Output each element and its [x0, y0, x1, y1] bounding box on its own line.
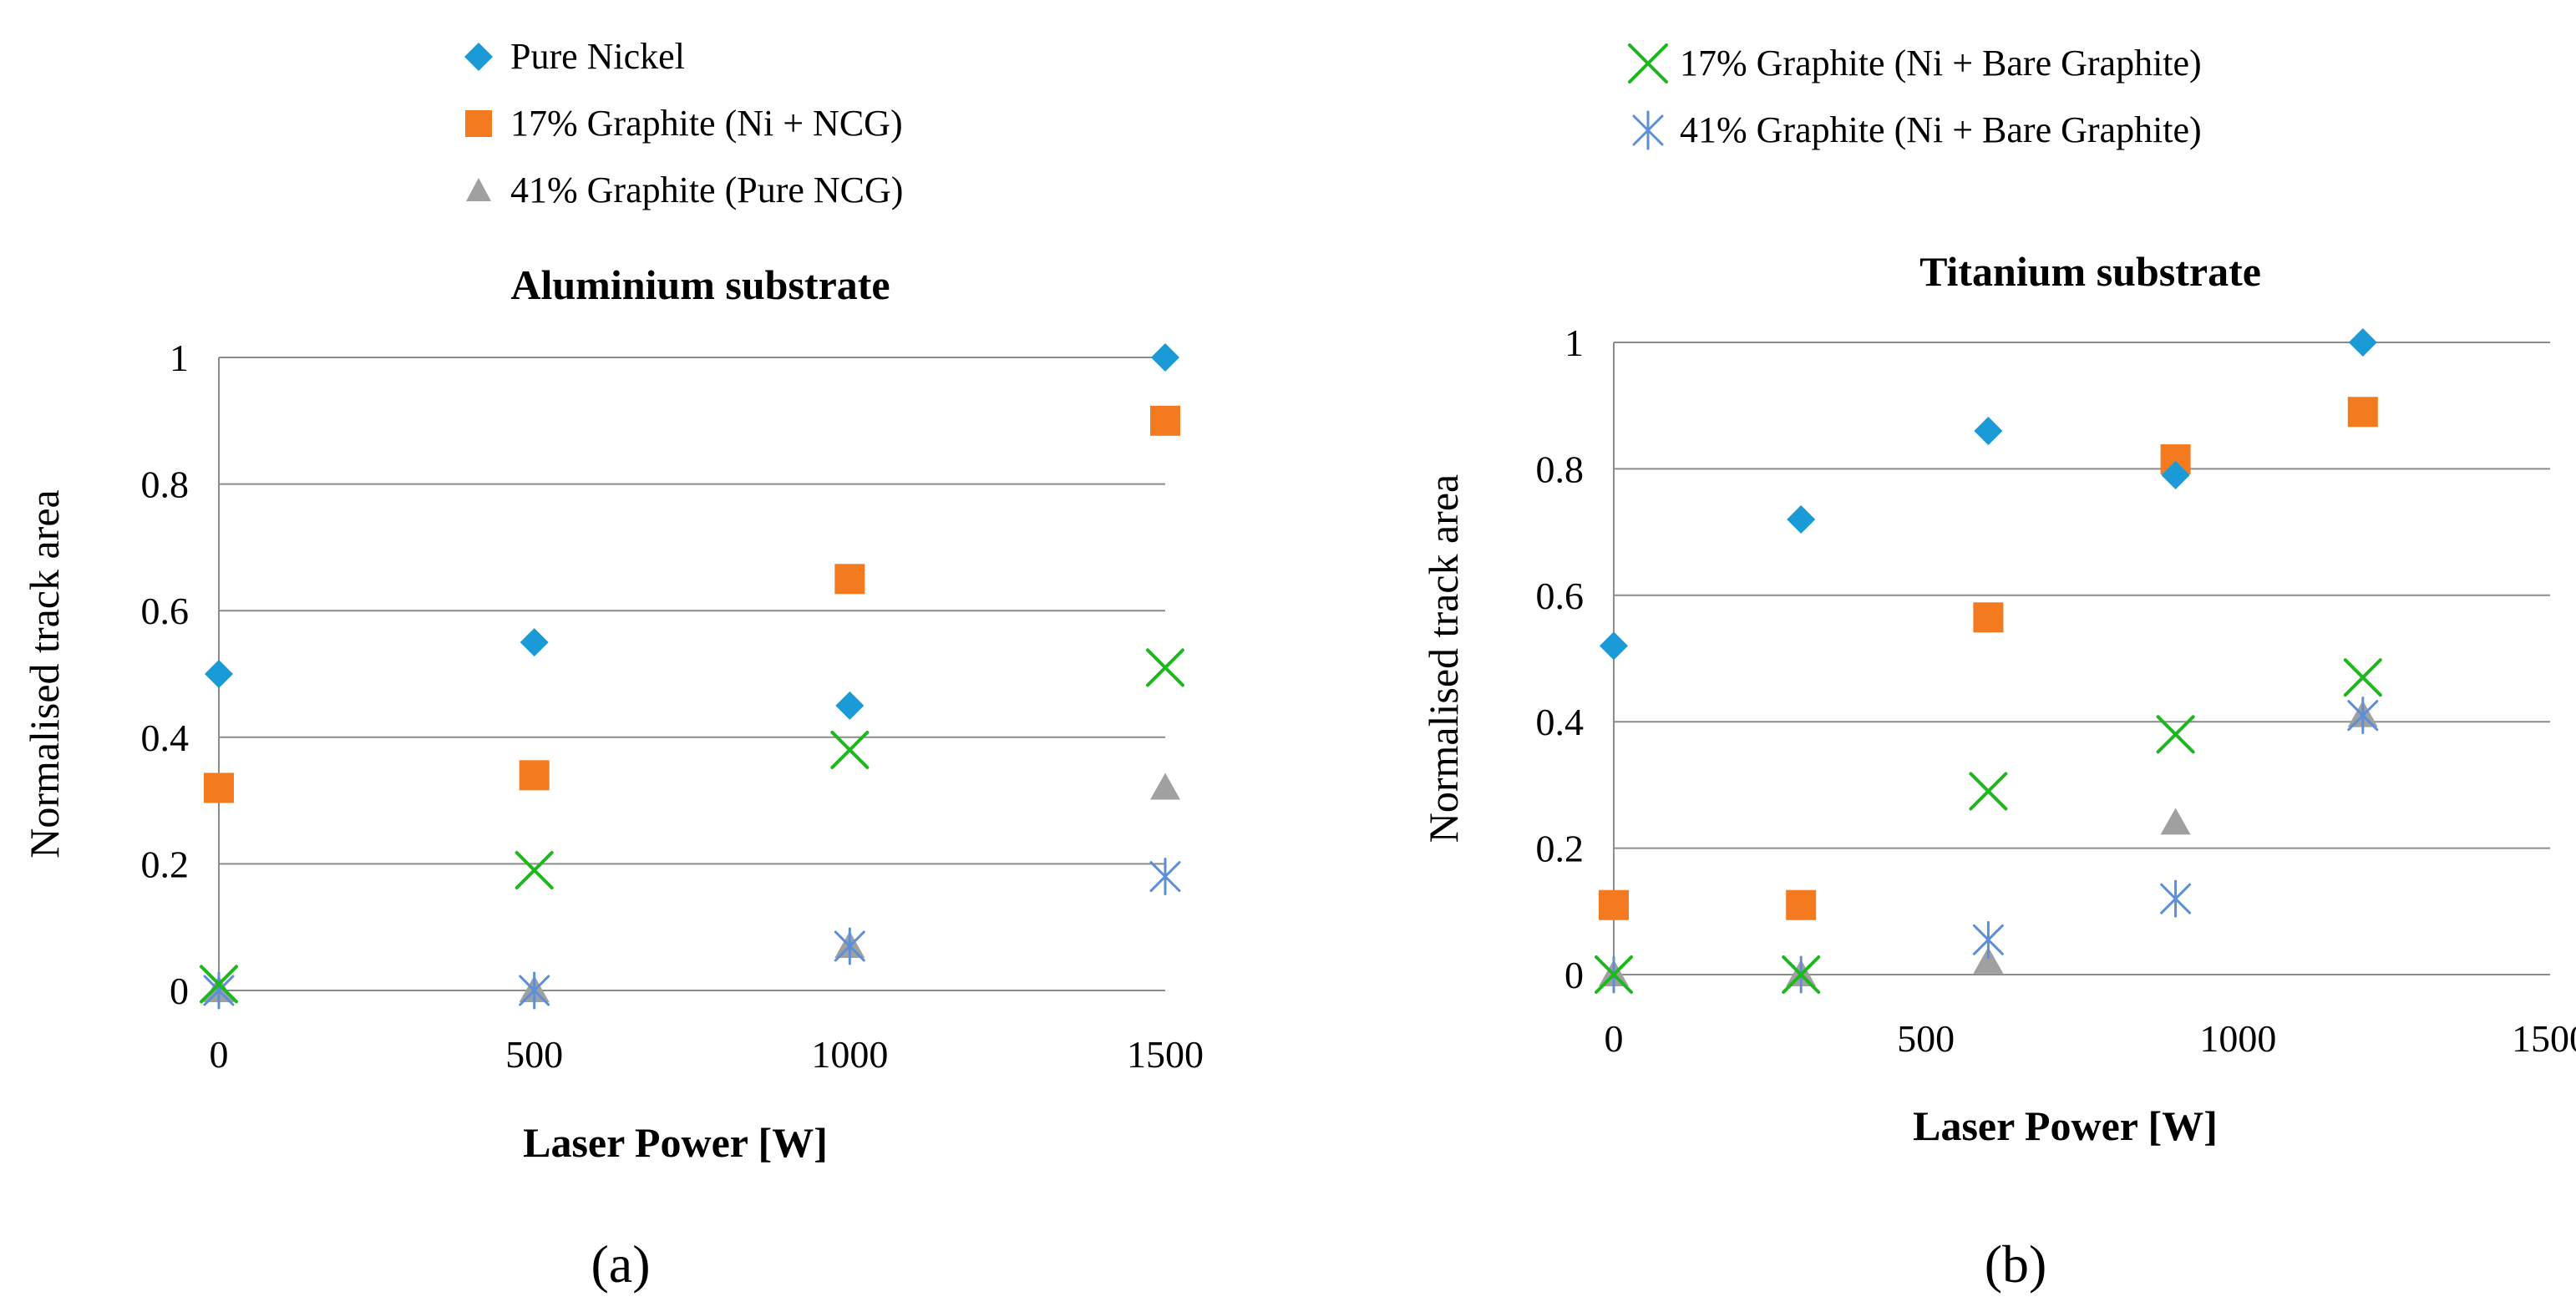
data-point-square [1973, 602, 2004, 633]
data-point-diamond [2161, 460, 2190, 489]
chart-titanium: 0 0.2 0.4 0.6 0.8 1 0 500 1000 1500 Titanium subst… [1420, 248, 2576, 1294]
y-tick-label: 1 [1564, 322, 1584, 364]
data-point-asterisk [834, 927, 865, 965]
y-tick-label: 0.4 [1536, 701, 1585, 743]
data-point-diamond [205, 660, 233, 688]
series-asterisk [203, 858, 1181, 1010]
series-x [1595, 658, 2382, 994]
data-point-x [830, 730, 870, 769]
y-axis-label: Normalised track area [21, 489, 68, 858]
data-point-square [2347, 397, 2378, 428]
series-triangle [204, 773, 1180, 1002]
asterisk-marker-icon [1632, 110, 1664, 150]
data-point-x [1782, 955, 1821, 994]
data-point-x [1595, 955, 1633, 994]
series-diamond [1600, 328, 2377, 661]
y-tick-label: 0.8 [1536, 448, 1585, 490]
data-point-diamond [1151, 343, 1179, 372]
data-point-asterisk [2160, 879, 2192, 918]
data-point-diamond [835, 691, 865, 720]
legend-item-17-ni-ncg: 17% Graphite (Ni + NCG) [455, 90, 903, 157]
data-point-x [2343, 658, 2382, 697]
data-point-square [1786, 889, 1817, 920]
legend-item-pure-nickel: Pure Nickel [455, 23, 903, 90]
y-tick-label: 0 [1564, 954, 1584, 996]
legend-right: 17% Graphite (Ni + Bare Graphite) 41% Gr… [1625, 30, 2202, 164]
panel-label: (a) [591, 1234, 650, 1294]
data-point-diamond [2348, 328, 2377, 357]
data-point-square [1599, 889, 1629, 920]
data-point-asterisk [519, 971, 550, 1010]
x-tick-label: 1500 [1127, 1033, 1204, 1076]
x-tick-label: 500 [505, 1033, 563, 1076]
legend-label: 17% Graphite (Ni + Bare Graphite) [1680, 43, 2202, 84]
x-tick-label: 0 [1605, 1017, 1624, 1060]
diamond-marker-icon [464, 43, 493, 71]
square-marker-icon [465, 110, 492, 137]
data-point-diamond [520, 628, 549, 657]
data-point-x [200, 965, 238, 1004]
data-point-diamond [1787, 504, 1816, 534]
x-tick-label: 1500 [2512, 1017, 2576, 1060]
chart-title: Titanium substrate [1919, 248, 2261, 295]
y-tick-label: 0.8 [141, 464, 190, 506]
triangle-marker-icon [466, 178, 491, 201]
data-point-x [1146, 648, 1184, 687]
legend-item-41-bare-graphite: 41% Graphite (Ni + Bare Graphite) [1625, 97, 2202, 164]
legend-left: Pure Nickel 17% Graphite (Ni + NCG) 41% … [455, 23, 903, 224]
data-point-asterisk [1149, 858, 1181, 896]
data-point-triangle [1973, 946, 2004, 974]
data-point-x [1969, 772, 2008, 811]
chart-aluminium: 0 0.2 0.4 0.6 0.8 1 0 500 1000 1500 Aluminium subs… [21, 261, 1204, 1294]
data-point-asterisk [1972, 920, 2004, 959]
panel-label: (b) [1985, 1234, 2047, 1294]
x-axis-label: Laser Power [W] [523, 1119, 828, 1166]
legend-label: 17% Graphite (Ni + NCG) [510, 103, 903, 144]
x-tick-label: 1000 [811, 1033, 888, 1076]
legend-item-17-bare-graphite: 17% Graphite (Ni + Bare Graphite) [1625, 30, 2202, 97]
y-tick-label: 0.6 [141, 590, 190, 632]
data-point-diamond [1974, 416, 2003, 445]
legend-label: 41% Graphite (Pure NCG) [510, 170, 904, 210]
y-tick-label: 0.4 [141, 717, 190, 759]
series-asterisk [1598, 697, 2379, 994]
x-marker-icon [1628, 43, 1668, 84]
series-x [200, 648, 1184, 1004]
x-tick-label: 500 [1897, 1017, 1955, 1060]
y-axis-label: Normalised track area [1420, 474, 1467, 843]
data-point-diamond [1600, 631, 1628, 661]
series-square [204, 405, 1180, 803]
y-tick-label: 0 [170, 970, 189, 1012]
x-tick-label: 0 [210, 1033, 229, 1076]
data-point-triangle [2160, 808, 2191, 835]
series-square [1599, 397, 2378, 920]
data-point-x [2156, 715, 2195, 754]
data-point-square [204, 773, 234, 803]
data-point-triangle [1150, 773, 1180, 800]
data-point-asterisk [2347, 697, 2379, 735]
y-tick-label: 0.6 [1536, 575, 1585, 617]
data-point-square [1150, 405, 1180, 436]
data-point-asterisk [203, 971, 235, 1010]
y-tick-label: 0.2 [1536, 828, 1585, 870]
x-axis-label: Laser Power [W] [1913, 1102, 2218, 1149]
y-tick-label: 1 [170, 337, 189, 379]
data-point-square [834, 564, 865, 595]
legend-item-41-pure-ncg: 41% Graphite (Pure NCG) [455, 157, 903, 224]
chart-title: Aluminium substrate [510, 261, 890, 308]
series-diamond [205, 343, 1179, 720]
legend-label: Pure Nickel [510, 36, 685, 77]
legend-label: 41% Graphite (Ni + Bare Graphite) [1680, 109, 2202, 150]
data-point-x [515, 850, 554, 889]
data-point-square [519, 760, 550, 791]
x-tick-label: 1000 [2199, 1017, 2276, 1060]
y-tick-label: 0.2 [141, 843, 190, 885]
